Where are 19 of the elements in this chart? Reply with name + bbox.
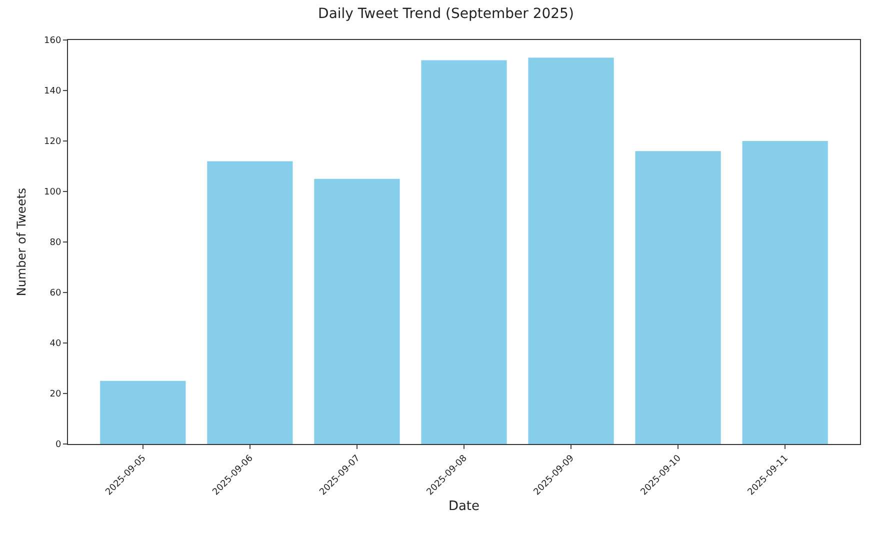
y-tick-label: 100 [44, 188, 62, 198]
chart-title: Daily Tweet Trend (September 2025) [318, 6, 574, 22]
bar [528, 58, 614, 444]
y-tick-label: 60 [50, 288, 62, 299]
bar [207, 161, 293, 444]
y-tick-label: 120 [44, 137, 62, 148]
y-tick-label: 80 [50, 238, 62, 248]
x-axis-title: Date [448, 499, 480, 514]
bar [742, 141, 828, 444]
y-tick-label: 20 [50, 390, 62, 400]
bar [421, 60, 507, 444]
y-tick-label: 40 [50, 339, 62, 350]
bar [100, 380, 186, 444]
bar [635, 151, 721, 444]
bar [314, 178, 400, 444]
y-tick-label: 0 [55, 440, 62, 450]
y-axis-title: Number of Tweets [14, 188, 28, 296]
y-tick-label: 160 [44, 36, 62, 46]
y-tick-label: 140 [44, 86, 62, 97]
